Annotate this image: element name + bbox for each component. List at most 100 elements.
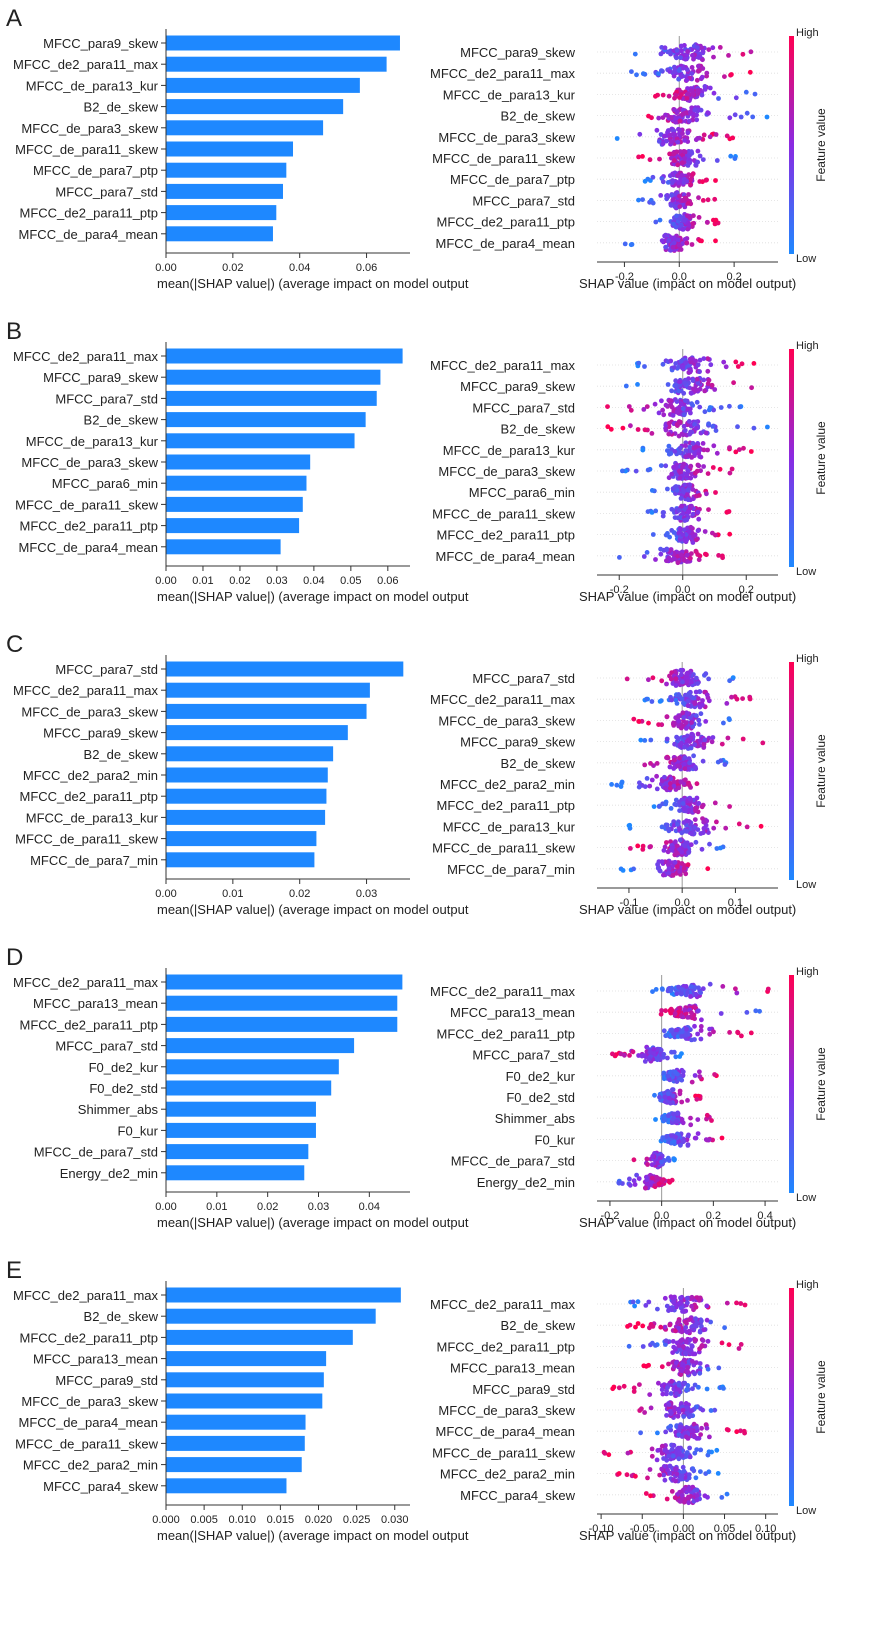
shap-point [671,464,676,470]
shap-point [698,1469,703,1474]
shap-point [685,406,691,412]
shap-point [623,383,629,389]
shap-point [765,986,771,992]
shap-point [753,1008,759,1014]
shap-point [696,63,701,69]
shap-point [665,1073,671,1079]
shap-point [703,671,709,677]
shap-point [621,1383,627,1389]
shap-point [642,1059,648,1064]
feature-label: MFCC_de_para13_kur [26,434,159,449]
panel-label: A [6,5,22,32]
feature-label: MFCC_de2_para11_ptp [436,798,575,813]
feature-label: MFCC_para7_std [472,671,575,686]
shap-point [654,786,660,792]
shap-point [659,1159,664,1165]
shap-point [676,180,682,185]
shap-point [681,1468,687,1474]
shap-point [634,1172,639,1178]
shap-point [719,1135,725,1141]
shap-point [670,1350,676,1355]
feature-label: MFCC_de2_para11_max [430,1297,575,1312]
feature-label: MFCC_de_para11_skew [432,841,575,856]
shap-point [687,1454,693,1460]
shap-point [676,984,681,990]
feature-label: MFCC_de_para3_skew [438,713,575,728]
shap-point [669,139,675,144]
bar [166,1016,398,1032]
shap-point [689,401,694,407]
shap-point [683,454,689,460]
x-axis-title: SHAP value (impact on model output) [579,902,796,917]
shap-point [727,717,732,723]
shap-point [673,115,679,121]
shap-point [669,1177,675,1183]
shap-point [682,1380,688,1386]
feature-label: MFCC_para9_std [55,1373,158,1388]
shap-point [649,1162,655,1168]
shap-point [662,1477,668,1483]
shap-point [642,784,648,789]
shap-point [692,1073,698,1078]
shap-point [635,1299,641,1305]
shap-point [668,839,673,844]
shap-point [644,1156,650,1162]
shap-point [651,1046,657,1052]
feature-label: Energy_de2_min [477,1175,575,1190]
shap-point [694,468,700,474]
shap-point [677,1088,683,1094]
bar [166,1101,316,1117]
shap-point [683,448,689,453]
shap-point [677,526,683,532]
shap-point [667,69,673,74]
shap-point [673,1054,679,1060]
shap-point [649,488,655,493]
shap-point [713,428,719,433]
shap-point [727,1030,732,1035]
shap-point [689,65,695,70]
shap-point [673,839,678,845]
shap-point [631,716,637,722]
shap-point [714,846,720,851]
shap-point [696,1384,701,1390]
shap-point [722,1325,727,1331]
shap-point [743,89,749,95]
shap-point [687,1337,693,1343]
x-tick-label: 0.10 [755,1523,776,1535]
shap-point [671,1344,677,1350]
shap-point [701,819,707,825]
shap-point [643,1185,648,1191]
shap-point [625,1450,631,1456]
colorbar-high-label: High [796,1279,819,1291]
shap-point [628,423,633,429]
feature-label: MFCC_de2_para11_max [13,975,158,990]
shap-point [688,475,694,481]
shap-point [684,678,690,684]
bar [166,1165,305,1181]
shap-point [684,95,690,101]
shap-point [693,426,699,431]
shap-point [703,719,709,724]
shap-point [658,551,664,557]
feature-label: MFCC_de_para3_skew [438,130,575,145]
shap-point [671,240,677,246]
shap-point [695,1131,701,1136]
feature-label: MFCC_de2_para2_min [23,768,158,783]
feature-label: MFCC_para4_skew [43,1479,158,1494]
shap-point [711,90,717,96]
shap-point [721,359,727,365]
x-tick-label: 0.06 [377,575,398,587]
shap-point [678,1295,683,1301]
bar [166,77,360,93]
shap-point [705,356,711,362]
shap-point [698,1447,704,1453]
shap-point [636,197,641,203]
shap-point [664,193,670,198]
shap-point [672,757,677,763]
shap-point [690,1484,696,1490]
shap-point [654,1174,659,1180]
shap-point [678,1142,683,1148]
shap-point [682,766,688,772]
shap-point [687,760,692,766]
shap-point [660,115,666,120]
